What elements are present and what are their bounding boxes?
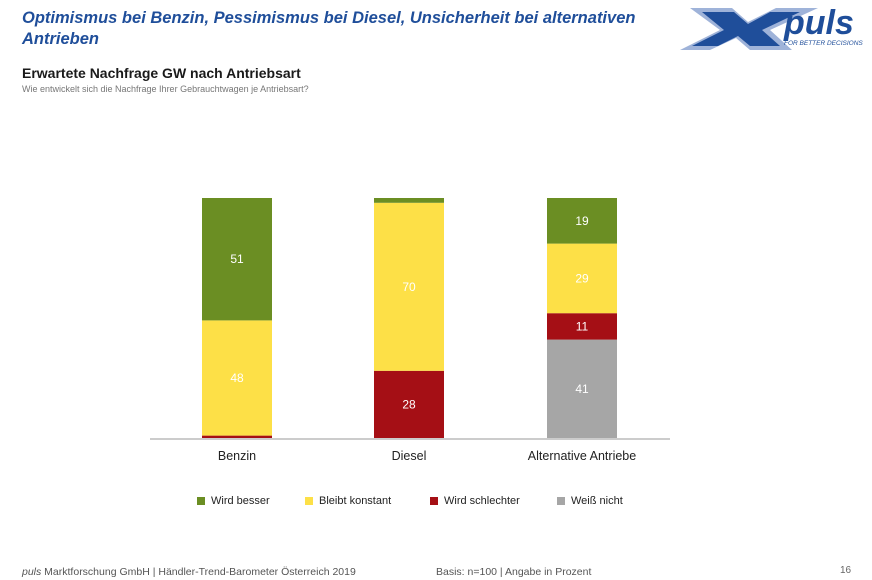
legend-item: Wird schlechter xyxy=(430,495,520,507)
bar-segment xyxy=(547,243,617,314)
data-label: 41 xyxy=(575,382,589,396)
category-labels: Benzin Diesel Alternative Antriebe xyxy=(218,449,636,463)
data-label: 48 xyxy=(230,371,244,385)
data-label: 51 xyxy=(230,252,244,266)
data-label: 28 xyxy=(402,397,416,411)
page-number: 16 xyxy=(840,565,852,576)
legend-label: Weiß nicht xyxy=(571,495,623,507)
puls-logo: puls FOR BETTER DECISIONS xyxy=(680,4,863,50)
category-label: Alternative Antriebe xyxy=(528,449,636,463)
category-label: Diesel xyxy=(392,449,427,463)
bar-segment xyxy=(547,313,617,340)
logo-x-shape-front xyxy=(692,12,800,46)
footer-brand: puls xyxy=(22,566,42,578)
bar-segment xyxy=(202,198,272,321)
chart-legend: Wird besser Bleibt konstant Wird schlechte… xyxy=(0,495,872,509)
bar-segment xyxy=(374,370,444,438)
category-label: Benzin xyxy=(218,449,256,463)
logo-brand: puls xyxy=(783,4,854,42)
bar-segment xyxy=(202,435,272,438)
logo-tagline: FOR BETTER DECISIONS xyxy=(784,40,863,47)
legend-item: Weiß nicht xyxy=(557,495,623,507)
chart-subtitle: Erwartete Nachfrage GW nach Antriebsart xyxy=(22,65,301,81)
page-headline: Optimismus bei Benzin, Pessimismus bei D… xyxy=(22,9,636,48)
footer-source: puls Marktforschung GmbH | Händler-Trend… xyxy=(22,566,356,578)
legend-swatch xyxy=(557,497,565,505)
bar-segment xyxy=(374,198,444,203)
bar-segment xyxy=(202,320,272,436)
legend-label: Wird besser xyxy=(211,495,270,507)
data-label: 70 xyxy=(402,280,416,294)
legend-swatch xyxy=(305,497,313,505)
legend-label: Wird schlechter xyxy=(444,495,520,507)
survey-question: Wie entwickelt sich die Nachfrage Ihrer … xyxy=(22,84,309,94)
bar-segment xyxy=(547,339,617,438)
data-label: 29 xyxy=(575,271,589,285)
data-label: 19 xyxy=(575,214,589,228)
bar-segment xyxy=(547,198,617,244)
legend-swatch xyxy=(197,497,205,505)
legend-swatch xyxy=(430,497,438,505)
legend-label: Bleibt konstant xyxy=(319,495,392,507)
bar-segment xyxy=(374,202,444,371)
footer-basis: Basis: n=100 | Angabe in Prozent xyxy=(436,566,592,578)
data-label: 11 xyxy=(576,319,589,333)
chart-bars: 48 51 28 70 41 11 29 19 xyxy=(202,198,617,438)
legend-item: Bleibt konstant xyxy=(305,495,391,507)
footer-source-text: Marktforschung GmbH | Händler-Trend-Baro… xyxy=(41,566,356,578)
legend-item: Wird besser xyxy=(197,495,270,507)
stacked-bar-chart: 48 51 28 70 41 11 29 19 Benzin Diesel Alternative… xyxy=(150,198,670,463)
